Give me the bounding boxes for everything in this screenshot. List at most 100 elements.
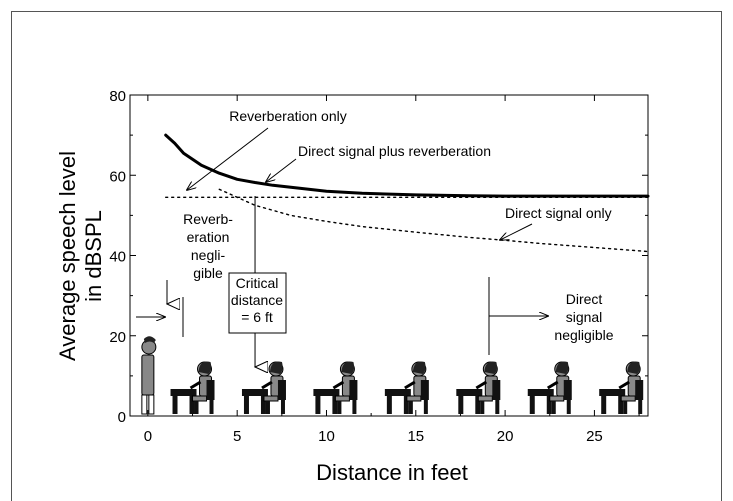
listener-1 — [241, 361, 286, 414]
chair-leg — [352, 400, 357, 414]
listener-hair — [341, 361, 355, 374]
desk-top — [241, 389, 268, 396]
desk-leg — [618, 396, 624, 414]
listener-0 — [170, 361, 215, 414]
listener-5 — [527, 361, 572, 414]
desk-leg — [315, 396, 321, 414]
arrow-reverberation-only — [187, 127, 269, 190]
desk-leg — [386, 396, 392, 414]
series-line-2 — [218, 188, 649, 253]
y-tick-label: 20 — [109, 329, 126, 346]
desk-top — [384, 389, 411, 396]
x-tick-label: 10 — [318, 428, 335, 445]
chair-leg — [209, 400, 214, 414]
listener-lap — [406, 395, 422, 402]
chair-back — [563, 380, 572, 400]
figure-frame — [11, 11, 722, 501]
listener-hair — [627, 361, 640, 374]
speaker-leg — [148, 394, 155, 415]
y-axis-label-line1: Average speech level — [55, 151, 80, 361]
y-tick-label: 80 — [109, 88, 126, 105]
x-tick-label: 20 — [497, 428, 514, 445]
label-direct-plus-reverberation: Direct signal plus reverberation — [298, 143, 491, 159]
label-direct-negligible-line: Direct — [566, 291, 603, 307]
y-tick-label: 0 — [118, 409, 126, 426]
listener-hair — [198, 361, 212, 374]
desk-top — [313, 389, 340, 396]
listener-arm — [404, 380, 416, 390]
label-reverb-negligible-line: negli- — [191, 247, 226, 263]
label-direct-signal-only: Direct signal only — [505, 205, 612, 221]
listener-lap — [549, 395, 565, 402]
label-reverb-negligible-line: eration — [187, 229, 230, 245]
series-layer — [164, 133, 650, 253]
chair-back — [206, 380, 215, 400]
desk-top — [456, 389, 483, 396]
arrow-direct-signal-only — [500, 223, 533, 240]
label-critical-distance-line: distance — [231, 292, 283, 308]
illustration — [141, 336, 644, 415]
listener-hair — [269, 361, 283, 374]
listener-arm — [618, 380, 630, 390]
listener-lap — [192, 395, 208, 402]
label-critical-distance-line: = 6 ft — [241, 309, 273, 325]
listener-lap — [334, 395, 350, 402]
annotations: Reverberation only Direct signal plus rev… — [136, 108, 614, 367]
listener-leg — [265, 401, 270, 414]
x-tick-label: 0 — [144, 428, 152, 445]
x-tick-label: 25 — [586, 428, 603, 445]
listener-arm — [261, 380, 273, 390]
chair-leg — [495, 400, 500, 414]
desk-top — [170, 389, 197, 396]
chair-leg — [566, 400, 571, 414]
label-reverb-negligible-line: Reverb- — [183, 211, 233, 227]
chair-back — [420, 380, 429, 400]
chair-back — [635, 380, 644, 400]
label-direct-negligible-line: signal — [566, 309, 603, 325]
chair-back — [349, 380, 358, 400]
desk-leg — [172, 396, 178, 414]
listener-hair — [555, 361, 569, 374]
desk-top — [527, 389, 554, 396]
listener-lap — [620, 395, 636, 402]
desk-leg — [458, 396, 464, 414]
chair-back — [277, 380, 286, 400]
label-direct-negligible-line: negligible — [554, 327, 613, 343]
critical-distance-box — [228, 272, 287, 334]
listener-hair — [412, 361, 426, 374]
listener-leg — [194, 401, 199, 414]
label-reverberation-only: Reverberation only — [229, 108, 347, 124]
label-critical-distance-line: Critical — [236, 275, 279, 291]
label-reverb-negligible-line: gible — [193, 265, 223, 281]
desk-leg — [529, 396, 535, 414]
x-tick-label: 5 — [233, 428, 241, 445]
listener-arm — [546, 380, 559, 390]
chair-leg — [423, 400, 428, 414]
arrow-direct-plus-reverberation — [266, 158, 297, 182]
desk-leg — [546, 396, 552, 414]
desk-leg — [243, 396, 249, 414]
desk-leg — [332, 396, 338, 414]
listener-arm — [189, 380, 202, 390]
speaker-leg — [141, 394, 148, 415]
listener-arm — [332, 380, 345, 390]
listener-lap — [263, 395, 279, 402]
x-axis-label: Distance in feet — [316, 460, 468, 485]
listener-leg — [408, 401, 413, 414]
listener-2 — [313, 361, 358, 414]
series-line-0 — [164, 133, 650, 198]
speaker-body — [141, 354, 155, 396]
y-tick-label: 40 — [109, 249, 126, 266]
y-tick-label: 60 — [109, 168, 126, 185]
axes: 0 5 10 15 20 25 0 20 40 60 80 — [109, 88, 649, 445]
listener-leg — [623, 401, 628, 414]
listener-lap — [477, 395, 493, 402]
desk-leg — [403, 396, 409, 414]
chair-leg — [280, 400, 285, 414]
speaker-figure — [141, 336, 157, 415]
y-axis-label-line2: in dBSPL — [81, 210, 106, 302]
desk-leg — [601, 396, 607, 414]
x-tick-label: 15 — [407, 428, 424, 445]
chair-back — [492, 380, 501, 400]
